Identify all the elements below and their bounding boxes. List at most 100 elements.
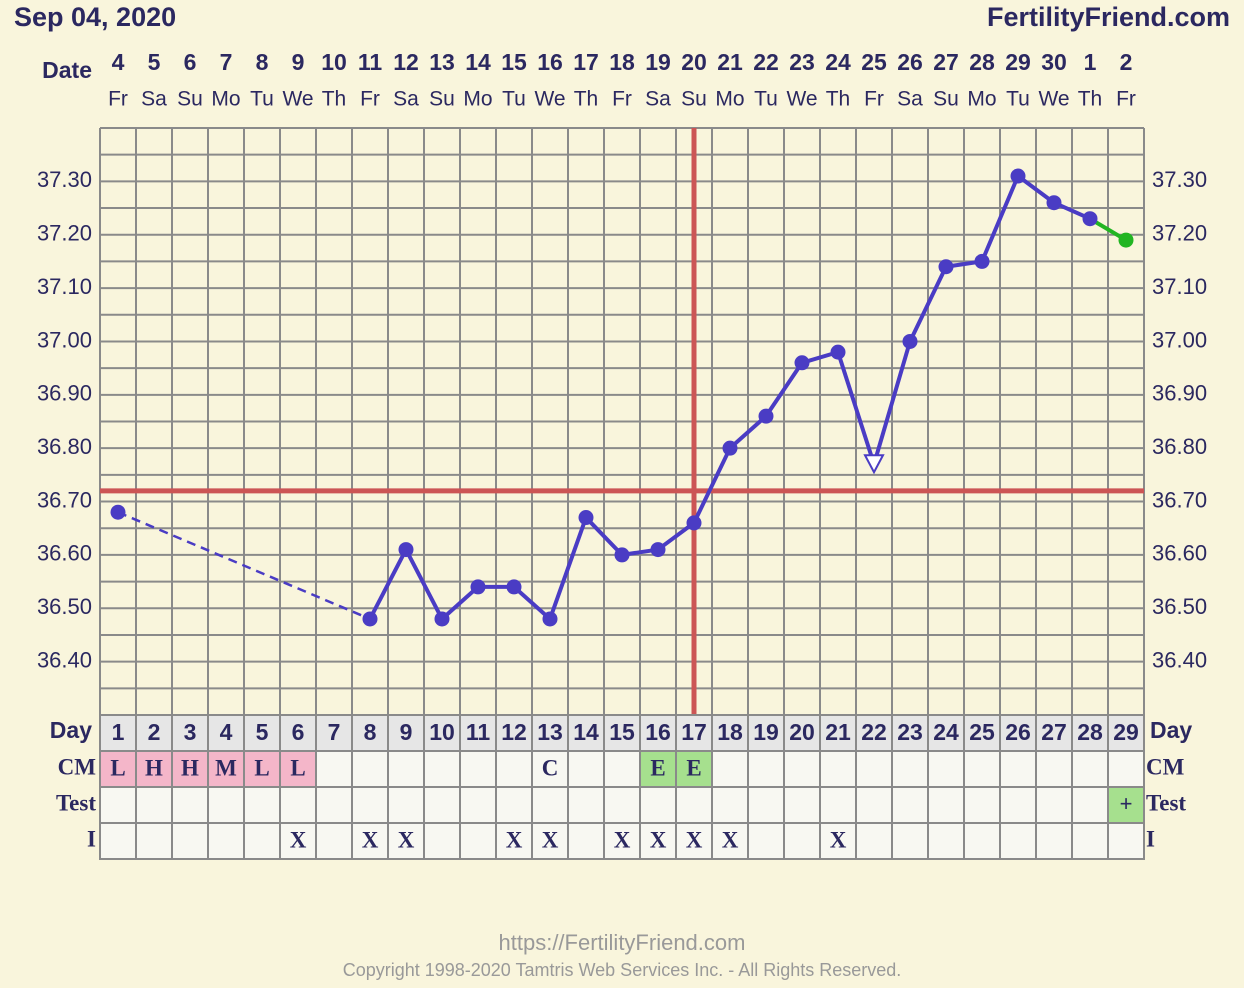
temp-point	[398, 542, 414, 558]
day-number: 12	[501, 719, 527, 745]
temp-line	[548, 516, 588, 620]
cell-value: X	[398, 827, 415, 852]
day-number: 19	[753, 719, 779, 745]
row-label-right: I	[1146, 826, 1155, 851]
discarded-point	[863, 454, 885, 475]
x-tick-label: 18	[609, 49, 635, 75]
cell	[891, 822, 929, 860]
cell	[747, 750, 785, 788]
cell	[927, 822, 965, 860]
cell	[783, 786, 821, 824]
chart-date: Sep 04, 2020	[14, 2, 176, 32]
cell	[99, 786, 137, 824]
x-tick-label: 15	[501, 49, 527, 75]
day-number: 7	[328, 719, 341, 745]
day-number: 15	[609, 719, 635, 745]
cell-value: X	[542, 827, 559, 852]
y-tick-label: 36.90	[37, 381, 92, 406]
weekday-label: Mo	[211, 88, 240, 111]
y-tick-label-right: 36.60	[1152, 541, 1207, 566]
cell	[495, 750, 533, 788]
row-label: Test	[56, 790, 96, 815]
y-tick-label-right: 36.80	[1152, 434, 1207, 459]
cell	[135, 786, 173, 824]
y-tick-label-right: 37.00	[1152, 327, 1207, 352]
y-tick-label-right: 37.30	[1152, 167, 1207, 192]
temp-point	[362, 611, 378, 627]
x-tick-label: 22	[753, 49, 779, 75]
cell	[1071, 786, 1109, 824]
cell-value: X	[614, 827, 631, 852]
cell	[135, 822, 173, 860]
temp-line	[836, 351, 876, 465]
weekday-label: Tu	[502, 88, 526, 111]
day-number: 26	[1005, 719, 1031, 745]
day-number: 9	[400, 719, 413, 745]
day-cell	[999, 714, 1037, 752]
row-label-right: CM	[1146, 754, 1185, 779]
y-tick-label-right: 36.40	[1152, 647, 1207, 672]
day-cell	[423, 714, 461, 752]
temp-line	[692, 447, 732, 524]
cell-value: L	[290, 755, 305, 780]
x-tick-label: 8	[256, 49, 269, 75]
weekday-label: Fr	[108, 88, 128, 111]
cell-value: X	[650, 827, 667, 852]
weekday-label: Su	[681, 88, 707, 111]
x-tick-label: 7	[220, 49, 233, 75]
cell	[1035, 750, 1073, 788]
cell	[675, 786, 713, 824]
cell-value: E	[686, 755, 701, 780]
cell	[747, 822, 785, 860]
cell	[243, 822, 281, 860]
day-number: 18	[717, 719, 743, 745]
weekday-label: We	[1038, 88, 1069, 111]
y-tick-label: 36.70	[37, 487, 92, 512]
day-number: 22	[861, 719, 887, 745]
x-tick-label: 12	[393, 49, 419, 75]
day-cell	[387, 714, 425, 752]
cell	[999, 822, 1037, 860]
cell	[567, 822, 605, 860]
day-number: 6	[292, 719, 305, 745]
x-tick-label: 28	[969, 49, 995, 75]
y-tick-label-right: 36.50	[1152, 594, 1207, 619]
day-number: 16	[645, 719, 671, 745]
cell-value: M	[215, 755, 237, 780]
day-cell	[891, 714, 929, 752]
y-tick-label-right: 37.10	[1152, 274, 1207, 299]
cell	[207, 786, 245, 824]
cell	[279, 822, 317, 860]
cell	[351, 822, 389, 860]
weekday-label: Th	[1078, 88, 1103, 111]
temp-point	[830, 344, 846, 360]
weekday-label: Tu	[250, 88, 274, 111]
y-tick-label: 36.80	[37, 434, 92, 459]
temp-point	[758, 408, 774, 424]
x-tick-label: 4	[112, 49, 125, 75]
temp-line	[512, 585, 552, 621]
day-cell	[747, 714, 785, 752]
temp-point	[794, 355, 810, 371]
cell	[171, 786, 209, 824]
weekday-label: Tu	[754, 88, 778, 111]
cell	[531, 750, 569, 788]
temp-point	[1118, 232, 1134, 248]
weekday-label: Mo	[715, 88, 744, 111]
cell	[315, 822, 353, 860]
cell	[279, 750, 317, 788]
weekday-label: We	[282, 88, 313, 111]
weekday-label: Fr	[1116, 88, 1136, 111]
day-cell	[207, 714, 245, 752]
row-label: Day	[50, 717, 92, 743]
cell	[999, 786, 1037, 824]
cell	[675, 822, 713, 860]
cell	[99, 822, 137, 860]
cell-value: X	[506, 827, 523, 852]
x-tick-label: 23	[789, 49, 815, 75]
x-tick-label: 27	[933, 49, 959, 75]
x-tick-label: 30	[1041, 49, 1067, 75]
x-tick-label: 10	[321, 49, 347, 75]
day-number: 2	[148, 719, 161, 745]
cell	[855, 822, 893, 860]
